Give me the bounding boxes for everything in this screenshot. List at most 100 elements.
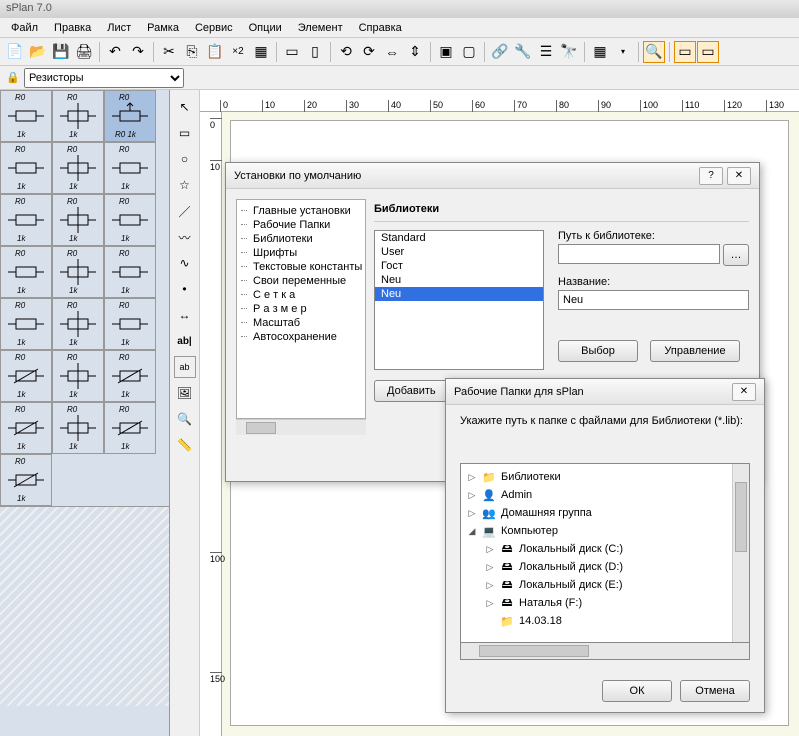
palette-component[interactable]: R01k xyxy=(104,142,156,194)
grid-dd-icon[interactable]: ▾ xyxy=(612,41,634,63)
flip-v-icon[interactable]: ⇕ xyxy=(404,41,426,63)
binoculars-icon[interactable]: 🔭 xyxy=(558,41,580,63)
library-list-item[interactable]: User xyxy=(375,245,543,259)
folder-tree-item[interactable]: ▷🖴Наталья (F:) xyxy=(467,594,726,612)
front-icon[interactable]: ▣ xyxy=(435,41,457,63)
expander-icon[interactable]: ▷ xyxy=(485,544,495,555)
palette-component[interactable]: R01k xyxy=(0,90,52,142)
dup-icon[interactable]: ×2 xyxy=(227,41,249,63)
open-file-icon[interactable]: 📂 xyxy=(27,41,49,63)
menu-file[interactable]: Файл xyxy=(3,20,46,36)
palette-component[interactable]: R01k xyxy=(0,298,52,350)
help-button[interactable]: ? xyxy=(699,167,723,185)
zoom-icon[interactable]: 🔍 xyxy=(643,41,665,63)
palette-component[interactable]: R01k xyxy=(52,350,104,402)
link-icon[interactable]: 🔗 xyxy=(489,41,511,63)
choose-button[interactable]: Выбор xyxy=(558,340,638,362)
rotate-ccw-icon[interactable]: ⟲ xyxy=(335,41,357,63)
new-file-icon[interactable]: 📄 xyxy=(4,41,26,63)
cut-icon[interactable]: ✂ xyxy=(158,41,180,63)
palette-component[interactable]: R01k xyxy=(52,246,104,298)
name-input[interactable] xyxy=(558,290,749,310)
paste-icon[interactable]: 📋 xyxy=(204,41,226,63)
folder-tree-item[interactable]: 📁14.03.18 xyxy=(467,612,726,630)
save-file-icon[interactable]: 💾 xyxy=(50,41,72,63)
dim-icon[interactable]: ↔ xyxy=(174,304,196,326)
folder-hscrollbar[interactable] xyxy=(460,643,750,660)
folder-tree-item[interactable]: ◢💻Компьютер xyxy=(467,522,726,540)
menu-help[interactable]: Справка xyxy=(351,20,410,36)
settings-tree-item[interactable]: Текстовые константы xyxy=(239,260,363,274)
palette-component[interactable]: R0R0 1k xyxy=(104,90,156,142)
flip-h-icon[interactable]: ⇔ xyxy=(381,41,403,63)
undo-icon[interactable]: ↶ xyxy=(104,41,126,63)
image-icon[interactable]: 🖼 xyxy=(174,382,196,404)
zoom-tool-icon[interactable]: 🔍 xyxy=(174,408,196,430)
palette-component[interactable]: R01k xyxy=(0,350,52,402)
lock-icon[interactable]: 🔒 xyxy=(4,69,22,87)
folder-tree-item[interactable]: ▷👤Admin xyxy=(467,486,726,504)
settings-tree-item[interactable]: Масштаб xyxy=(239,316,363,330)
palette-component[interactable]: R01k xyxy=(52,402,104,454)
view2-icon[interactable]: ▭ xyxy=(697,41,719,63)
settings-tree-item[interactable]: Р а з м е р xyxy=(239,302,363,316)
palette-component[interactable]: R01k xyxy=(0,454,52,506)
folder-tree-item[interactable]: ▷🖴Локальный диск (C:) xyxy=(467,540,726,558)
folder-tree-item[interactable]: ▷👥Домашняя группа xyxy=(467,504,726,522)
grid-icon[interactable]: ▦ xyxy=(589,41,611,63)
back-icon[interactable]: ▢ xyxy=(458,41,480,63)
menu-service[interactable]: Сервис xyxy=(187,20,241,36)
palette-component[interactable]: R01k xyxy=(0,194,52,246)
tool-icon[interactable]: 🔧 xyxy=(512,41,534,63)
settings-tree-item[interactable]: Свои переменные xyxy=(239,274,363,288)
pointer-icon[interactable]: ↖ xyxy=(174,96,196,118)
line-icon[interactable]: ／ xyxy=(174,200,196,222)
palette-component[interactable]: R01k xyxy=(104,194,156,246)
folder-vscrollbar[interactable] xyxy=(732,464,749,642)
library-list-item[interactable]: Neu xyxy=(375,273,543,287)
folder-tree[interactable]: ▷📁Библиотеки▷👤Admin▷👥Домашняя группа◢💻Ко… xyxy=(460,463,750,643)
settings-tree-item[interactable]: Главные установки xyxy=(239,204,363,218)
library-list-item[interactable]: Standard xyxy=(375,231,543,245)
list-icon[interactable]: ☰ xyxy=(535,41,557,63)
expander-icon[interactable]: ▷ xyxy=(467,472,477,483)
palette-component[interactable]: R01k xyxy=(52,142,104,194)
browse-button[interactable]: … xyxy=(723,244,749,266)
menu-edit[interactable]: Правка xyxy=(46,20,99,36)
align-icon[interactable]: ▭ xyxy=(281,41,303,63)
menu-element[interactable]: Элемент xyxy=(290,20,351,36)
close-button[interactable]: ✕ xyxy=(727,167,751,185)
folder-tree-item[interactable]: ▷📁Библиотеки xyxy=(467,468,726,486)
menu-sheet[interactable]: Лист xyxy=(99,20,139,36)
node-icon[interactable]: • xyxy=(174,278,196,300)
settings-tree-item[interactable]: С е т к а xyxy=(239,288,363,302)
expander-icon[interactable]: ▷ xyxy=(467,490,477,501)
expander-icon[interactable]: ▷ xyxy=(485,598,495,609)
path-input[interactable] xyxy=(558,244,720,264)
delete-icon[interactable]: ▦ xyxy=(250,41,272,63)
palette-component[interactable]: R01k xyxy=(52,90,104,142)
copy-icon[interactable]: ⎘ xyxy=(181,41,203,63)
palette-component[interactable]: R01k xyxy=(104,402,156,454)
palette-component[interactable]: R01k xyxy=(104,350,156,402)
settings-tree-item[interactable]: Шрифты xyxy=(239,246,363,260)
library-list[interactable]: StandardUserГостNeuNeu xyxy=(374,230,544,370)
expander-icon[interactable]: ◢ xyxy=(467,526,477,537)
settings-tree-item[interactable]: Рабочие Папки xyxy=(239,218,363,232)
folder-tree-item[interactable]: ▷🖴Локальный диск (D:) xyxy=(467,558,726,576)
settings-tree[interactable]: Главные установкиРабочие ПапкиБиблиотеки… xyxy=(236,199,366,419)
expander-icon[interactable]: ▷ xyxy=(467,508,477,519)
ok-button[interactable]: ОК xyxy=(602,680,672,702)
library-list-item[interactable]: Neu xyxy=(375,287,543,301)
palette-component[interactable]: R01k xyxy=(0,402,52,454)
palette-component[interactable]: R01k xyxy=(52,194,104,246)
palette-component[interactable]: R01k xyxy=(0,246,52,298)
folder-tree-item[interactable]: ▷🖴Локальный диск (E:) xyxy=(467,576,726,594)
settings-tree-item[interactable]: Библиотеки xyxy=(239,232,363,246)
text-icon[interactable]: ab| xyxy=(174,330,196,352)
folder-close-button[interactable]: ✕ xyxy=(732,383,756,401)
tree-scrollbar[interactable] xyxy=(236,419,366,435)
menu-options[interactable]: Опции xyxy=(241,20,290,36)
expander-icon[interactable]: ▷ xyxy=(485,562,495,573)
rect-icon[interactable]: ▭ xyxy=(174,122,196,144)
